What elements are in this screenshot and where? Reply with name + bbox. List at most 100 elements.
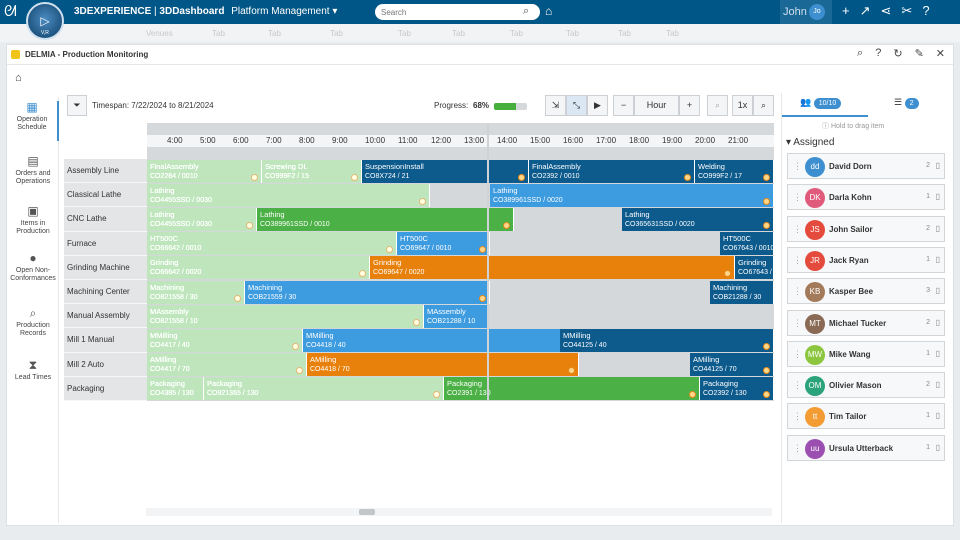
operation-bar[interactable]: Packaging CO4385 / 130 — [147, 377, 204, 401]
operator-status-icon[interactable] — [246, 221, 253, 229]
operator-status-icon[interactable] — [763, 221, 770, 229]
resource-label[interactable]: Furnace — [64, 231, 147, 256]
operation-bar[interactable]: FinalAssembly CO2392 / 0010 — [529, 159, 695, 183]
tab-item[interactable]: Venues — [146, 29, 173, 38]
user-name[interactable]: John — [783, 6, 807, 18]
scrollbar-thumb[interactable] — [359, 509, 375, 515]
resource-card[interactable]: ⋮⋮ uu Ursula Utterback 1 ▯ — [787, 434, 945, 461]
tab-item[interactable]: Tab — [666, 29, 679, 38]
operation-bar[interactable]: HT500C CO67643 / 0010 — [720, 232, 774, 256]
operation-bar[interactable]: Screwing DL CO999F2 / 15 — [262, 159, 362, 183]
filter-button[interactable]: ⏷ — [67, 95, 87, 116]
drag-handle-icon[interactable]: ⋮⋮ — [793, 192, 811, 203]
resource-label[interactable]: Mill 1 Manual — [64, 328, 147, 353]
drag-handle-icon[interactable]: ⋮⋮ — [793, 442, 811, 453]
operator-status-icon[interactable] — [518, 173, 525, 181]
resource-label[interactable]: Classical Lathe — [64, 183, 147, 208]
horizontal-scrollbar[interactable] — [146, 508, 772, 516]
operation-bar[interactable]: Packaging CO921365 / 130 — [204, 377, 444, 401]
drag-handle-icon[interactable]: ⋮⋮ — [793, 223, 811, 234]
resource-card[interactable]: ⋮⋮ MT Michael Tucker 2 ▯ — [787, 309, 945, 336]
operator-status-icon[interactable] — [251, 173, 258, 181]
search-icon[interactable]: ⌕ — [857, 47, 864, 59]
trash-icon[interactable]: ▯ — [935, 161, 940, 170]
resource-card[interactable]: ⋮⋮ tt Tim Tailor 1 ▯ — [787, 403, 945, 430]
operation-bar[interactable]: Lathing CO389961SSD / 0020 — [490, 183, 774, 207]
operator-status-icon[interactable] — [763, 367, 770, 375]
operation-bar[interactable]: Machining COB21559 / 30 — [245, 280, 490, 304]
operator-status-icon[interactable] — [292, 342, 299, 350]
tab-item[interactable]: Tab — [212, 29, 225, 38]
operation-bar[interactable]: HT500C CO69647 / 0010 — [397, 232, 490, 256]
magnify-in-button[interactable]: ⌕ — [753, 95, 774, 116]
operation-bar[interactable]: Packaging CO2392 / 130 — [700, 377, 774, 401]
help-icon[interactable]: ? — [875, 47, 882, 59]
tab-resources[interactable]: 👥 10/10 — [800, 97, 842, 115]
resource-label[interactable]: Machining Center — [64, 279, 147, 305]
resource-card[interactable]: ⋮⋮ MW Mike Wang 1 ▯ — [787, 340, 945, 367]
operator-status-icon[interactable] — [386, 246, 393, 254]
operation-bar[interactable]: Machining COB21288 / 30 — [710, 280, 774, 304]
tab-item[interactable]: Tab — [330, 29, 343, 38]
operation-bar[interactable]: FinalAssembly CO2284 / 0010 — [147, 159, 262, 183]
operation-bar[interactable]: Grinding CO66642 / 0020 — [147, 256, 370, 280]
tab-item[interactable]: Tab — [452, 29, 465, 38]
operator-status-icon[interactable] — [433, 391, 440, 399]
trash-icon[interactable]: ▯ — [935, 254, 940, 264]
timespan-end[interactable]: 8/21/2024 — [178, 101, 214, 110]
trash-icon[interactable]: ▯ — [935, 223, 940, 233]
drag-handle-icon[interactable]: ⋮⋮ — [793, 317, 811, 328]
drag-handle-icon[interactable]: ⋮⋮ — [793, 161, 811, 171]
trash-icon[interactable]: ▯ — [935, 411, 940, 421]
trash-icon[interactable]: ▯ — [935, 380, 940, 390]
resource-label[interactable]: Grinding Machine — [64, 255, 147, 280]
tab-item[interactable]: Tab — [510, 29, 523, 38]
operator-status-icon[interactable] — [724, 270, 731, 278]
resource-card[interactable]: ⋮⋮ DK Darla Kohn 1 ▯ — [787, 184, 945, 211]
operation-bar[interactable]: MMilling CO44125 / 40 — [560, 328, 774, 352]
resource-card[interactable]: ⋮⋮ OM Olivier Mason 2 ▯ — [787, 372, 945, 399]
resource-card[interactable]: ⋮⋮ KB Kasper Bee 3 ▯ — [787, 278, 945, 305]
tag-icon[interactable]: ⌂ — [545, 4, 553, 18]
resource-label[interactable]: Packaging — [64, 376, 147, 401]
trash-icon[interactable]: ▯ — [935, 442, 940, 452]
add-icon[interactable]: + — [842, 3, 850, 18]
operator-status-icon[interactable] — [351, 173, 358, 181]
operator-status-icon[interactable] — [568, 367, 575, 375]
zoom-out-button[interactable]: − — [613, 95, 634, 116]
resource-label[interactable]: CNC Lathe — [64, 207, 147, 232]
nav-items-in-production[interactable]: ▣ Items in Production — [7, 205, 59, 236]
operator-status-icon[interactable] — [503, 221, 510, 229]
trash-icon[interactable]: ▯ — [935, 286, 940, 296]
compass-icon[interactable]: ▷ V,R — [26, 2, 64, 40]
collapse-button[interactable]: ⇲ — [545, 95, 566, 116]
operation-bar[interactable]: Lathing CO389961SSD / 0010 — [257, 207, 514, 231]
resource-label[interactable]: Mill 2 Auto — [64, 352, 147, 377]
tab-item[interactable]: Tab — [566, 29, 579, 38]
tools-icon[interactable]: ✂ — [901, 3, 913, 18]
refresh-icon[interactable]: ↻ — [893, 48, 903, 60]
operator-status-icon[interactable] — [359, 270, 366, 278]
operation-bar[interactable]: Lathing CO365631SSD / 0020 — [622, 207, 774, 231]
nav-open-nonconformances[interactable]: ● Open Non-Conformances — [7, 252, 59, 283]
operator-status-icon[interactable] — [763, 197, 770, 205]
operator-status-icon[interactable] — [479, 246, 486, 254]
drag-handle-icon[interactable]: ⋮⋮ — [793, 286, 811, 297]
resource-card[interactable]: ⋮⋮ JR Jack Ryan 1 ▯ — [787, 246, 945, 273]
expand-button[interactable]: ⤡ — [566, 95, 587, 116]
operation-bar[interactable]: AMilling CO44125 / 70 — [690, 353, 774, 377]
operator-status-icon[interactable] — [763, 173, 770, 181]
tab-list[interactable]: ☰ 2 — [894, 97, 919, 115]
home-icon[interactable]: ⌂ — [15, 72, 22, 84]
zoom-unit[interactable]: Hour — [634, 95, 679, 116]
zoom-level[interactable]: 1x — [732, 95, 753, 116]
operation-bar[interactable]: Packaging CO2391 / 130 — [444, 377, 700, 401]
operator-status-icon[interactable] — [689, 391, 696, 399]
trash-icon[interactable]: ▯ — [935, 192, 940, 202]
operator-status-icon[interactable] — [763, 342, 770, 350]
resource-card[interactable]: ⋮⋮ dd David Dorn 2 ▯ — [787, 153, 945, 179]
nav-production-records[interactable]: ⌕ Production Records — [7, 307, 59, 338]
operation-bar[interactable]: MAssembly COB21288 / 10 — [424, 304, 489, 328]
help-icon[interactable]: ? — [922, 3, 930, 18]
tab-item[interactable]: Tab — [398, 29, 411, 38]
